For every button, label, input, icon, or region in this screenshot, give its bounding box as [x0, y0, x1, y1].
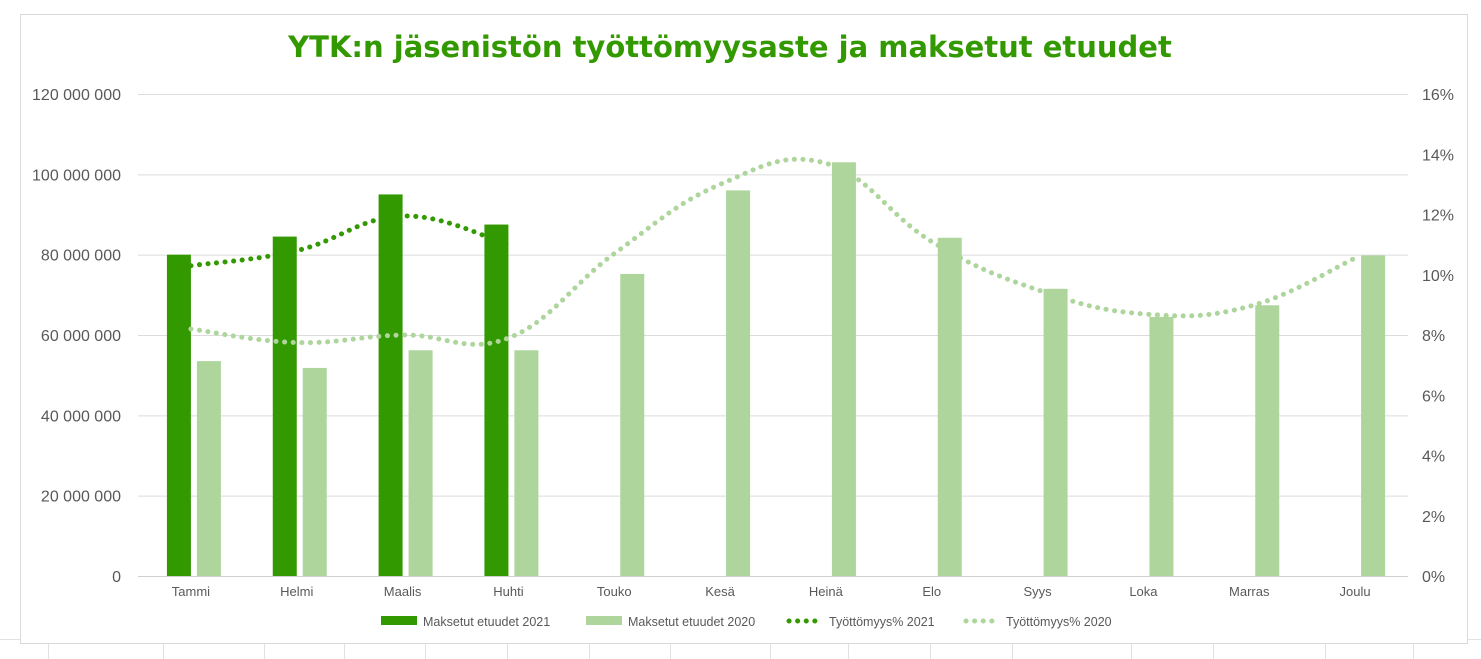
bar-2020-helmi	[302, 367, 327, 576]
bar-2021-maalis	[378, 194, 403, 576]
right-axis-tick-labels: 0% 2% 4% 6% 8% 10% 12% 14% 16%	[1422, 87, 1454, 586]
right-tick-label: 0%	[1422, 569, 1445, 586]
right-tick-label: 10%	[1422, 268, 1454, 285]
bar-series	[166, 162, 1386, 577]
bar-2020-marras	[1255, 305, 1280, 576]
category-label: Loka	[1129, 584, 1158, 599]
category-axis-labels: Tammi Helmi Maalis Huhti Touko Kesä Heinä Elo Sy…	[172, 584, 1371, 599]
bar-2020-huhti	[514, 350, 539, 576]
category-label: Marras	[1229, 584, 1270, 599]
legend-swatch	[381, 616, 417, 625]
legend-label: Työttömyys% 2020	[1006, 615, 1112, 629]
left-tick-label: 60 000 000	[41, 328, 121, 345]
left-tick-label: 100 000 000	[32, 167, 121, 184]
bar-2021-huhti	[484, 224, 509, 576]
bar-2020-elo	[937, 237, 962, 576]
right-tick-label: 2%	[1422, 509, 1445, 526]
line-series	[188, 156, 1358, 347]
bar-2020-joulu	[1361, 255, 1386, 576]
right-tick-label: 12%	[1422, 208, 1454, 225]
bar-2021-helmi	[272, 236, 297, 576]
left-tick-label: 120 000 000	[32, 87, 121, 104]
legend: Maksetut etuudet 2021 Maksetut etuudet 20…	[381, 615, 1112, 629]
line-tyottomyys-2021	[188, 213, 511, 269]
category-label: Heinä	[809, 584, 844, 599]
chart-title: YTK:n jäsenistön työttömyysaste ja makse…	[288, 30, 1172, 64]
legend-label: Maksetut etuudet 2020	[628, 615, 755, 629]
category-label: Syys	[1023, 584, 1052, 599]
category-label: Maalis	[384, 584, 422, 599]
category-label: Joulu	[1340, 584, 1371, 599]
bar-2020-touko	[620, 273, 645, 576]
category-label: Elo	[922, 584, 941, 599]
bar-2020-heinä	[831, 162, 856, 577]
line-tyottomyys-2020	[188, 156, 1358, 347]
category-label: Huhti	[493, 584, 523, 599]
legend-swatch	[586, 616, 622, 625]
category-label: Touko	[597, 584, 632, 599]
bar-2020-syys	[1043, 288, 1068, 576]
right-tick-label: 14%	[1422, 147, 1454, 164]
right-tick-label: 16%	[1422, 87, 1454, 104]
left-axis-tick-labels: 0 20 000 000 40 000 000 60 000 000 80 000 00…	[32, 87, 121, 586]
bar-2020-kesä	[726, 190, 751, 576]
bar-2021-tammi	[166, 254, 191, 576]
right-tick-label: 8%	[1422, 328, 1445, 345]
right-tick-label: 4%	[1422, 449, 1445, 466]
bar-2020-maalis	[408, 350, 433, 576]
bar-2020-loka	[1149, 316, 1174, 576]
left-tick-label: 40 000 000	[41, 408, 121, 425]
legend-label: Työttömyys% 2021	[829, 615, 935, 629]
category-label: Helmi	[280, 584, 313, 599]
category-label: Kesä	[705, 584, 735, 599]
category-label: Tammi	[172, 584, 210, 599]
left-tick-label: 80 000 000	[41, 248, 121, 265]
legend-label: Maksetut etuudet 2021	[423, 615, 550, 629]
left-tick-label: 20 000 000	[41, 489, 121, 506]
left-tick-label: 0	[112, 569, 121, 586]
right-tick-label: 6%	[1422, 388, 1445, 405]
gridlines	[138, 94, 1408, 577]
bar-2020-tammi	[196, 361, 221, 576]
